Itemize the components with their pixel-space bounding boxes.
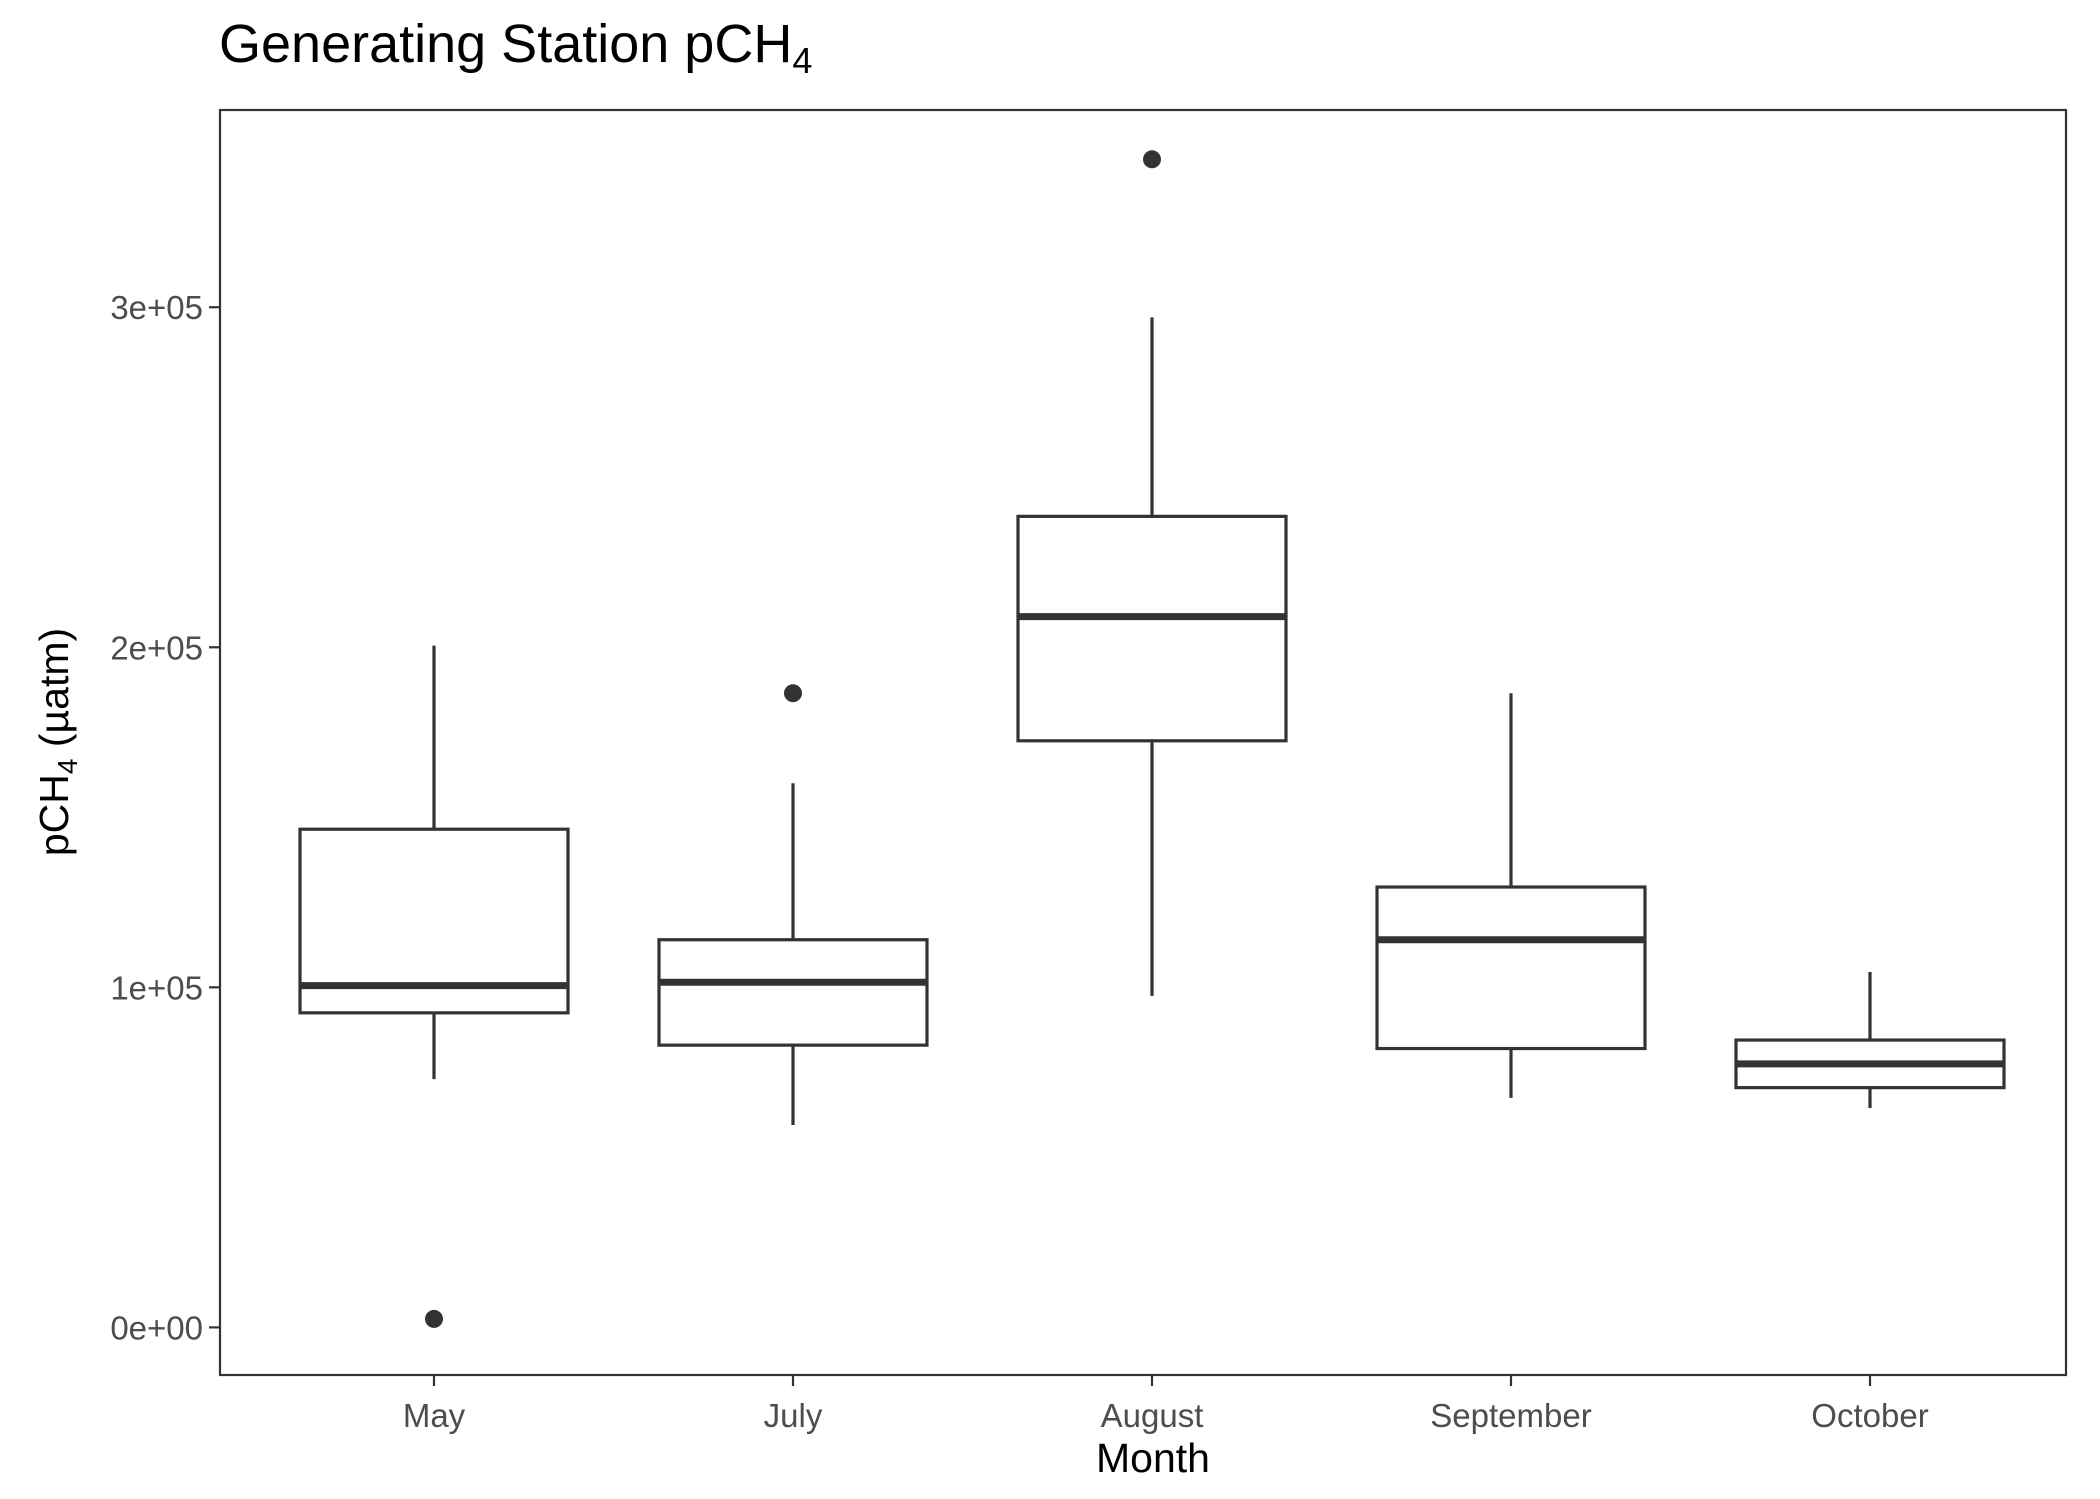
y-axis-title-prefix: pCH [31,774,77,856]
y-axis-title: pCH4 (µatm) [31,628,83,856]
box-may [298,645,570,1328]
chart-title-main: Generating Station pCH [219,14,792,74]
outlier-point [1143,150,1161,169]
y-axis-title-suffix: (µatm) [31,628,77,759]
outlier-point [784,684,802,703]
x-tick-label: August [1101,1397,1204,1434]
x-axis: May July August September October [403,1375,1929,1434]
chart-title-subscript: 4 [792,40,812,81]
plot-panel [218,108,2068,1377]
outlier-point [425,1309,443,1328]
y-tick-label: 1e+05 [110,969,203,1006]
box-october [1734,972,2006,1109]
x-tick-label: September [1430,1397,1591,1434]
box-iqr [657,938,929,1047]
box-iqr [1375,885,1647,1051]
y-tick-label: 3e+05 [110,289,203,326]
box-august [1016,150,1288,996]
x-tick-label: October [1811,1397,1928,1434]
box-july [657,684,929,1126]
x-tick-label: May [403,1397,466,1434]
y-tick-label: 2e+05 [110,629,203,666]
chart-title: Generating Station pCH4 [219,14,812,81]
box-iqr [1016,514,1288,743]
y-axis-title-subscript: 4 [52,759,83,775]
box-september [1375,693,1647,1098]
box-series [298,150,2006,1328]
y-axis: 0e+00 1e+05 2e+05 3e+05 [110,289,220,1346]
x-axis-title: Month [1096,1435,1210,1481]
x-tick-label: July [764,1397,823,1434]
y-tick-label: 0e+00 [110,1309,203,1346]
